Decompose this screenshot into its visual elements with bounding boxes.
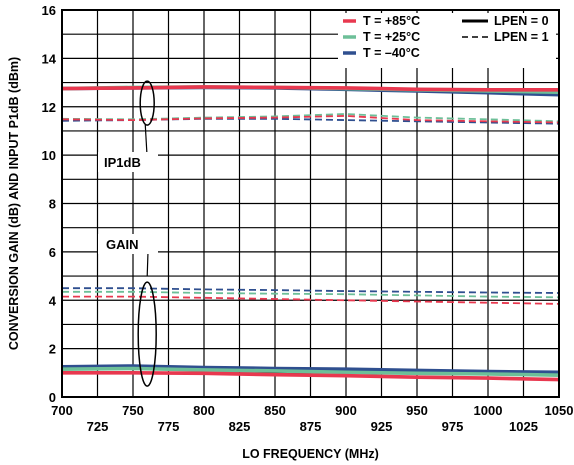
gain-ellipse — [137, 281, 157, 387]
x-tick-label: 1050 — [545, 403, 574, 418]
y-tick-label: 4 — [49, 293, 57, 308]
legend: T = +85°C T = +25°C T = –40°C LPEN = 0 LPEN … — [343, 14, 549, 60]
legend-label-temp-1: T = +25°C — [363, 30, 420, 44]
x-tick-label: 950 — [406, 403, 428, 418]
ip1db-label-bg — [98, 152, 158, 172]
x-tick-label: 900 — [335, 403, 357, 418]
y-tick-label: 10 — [42, 148, 56, 163]
x-tick-label: 700 — [51, 403, 73, 418]
series-line-gain-t-85-c-lpen-0 — [62, 370, 560, 382]
gain-label-bg — [98, 234, 158, 254]
gain-label: GAIN — [106, 237, 139, 252]
tick-labels: 0 2 4 6 8 10 12 14 16 700 750 800 850 900 950 1000 1050 7… — [42, 3, 574, 434]
x-tick-label: 750 — [122, 403, 144, 418]
x-tick-label: 875 — [300, 419, 322, 434]
x-tick-label: 725 — [87, 419, 109, 434]
series-layer — [61, 85, 560, 382]
legend-label-temp-0: T = +85°C — [363, 14, 420, 28]
x-axis-label: LO FREQUENCY (MHz) — [242, 447, 379, 461]
y-tick-label: 12 — [42, 100, 56, 115]
y-tick-label: 8 — [49, 197, 56, 212]
annotations: IP1dB GAIN — [98, 80, 158, 387]
y-tick-label: 14 — [42, 51, 57, 66]
x-tick-label: 800 — [193, 403, 215, 418]
plot-frame — [61, 9, 560, 398]
series-line-gain-t-25-c-lpen-0 — [61, 366, 560, 377]
gain-leader — [146, 251, 149, 277]
series-line-gain-t-25-c-lpen-1 — [62, 290, 560, 299]
series-line-gain-t-40-c-lpen-0 — [61, 364, 560, 375]
series-line-ip1db-t-85-c-lpen-1 — [61, 115, 560, 124]
x-tick-label: 825 — [229, 419, 251, 434]
series-line-gain-t-85-c-lpen-1 — [62, 295, 560, 305]
ip1db-label: IP1dB — [104, 155, 141, 170]
x-tick-label: 775 — [158, 419, 180, 434]
y-tick-label: 6 — [49, 245, 56, 260]
legend-label-temp-2: T = –40°C — [363, 46, 420, 60]
legend-background — [338, 13, 556, 68]
x-tick-label: 850 — [264, 403, 286, 418]
x-tick-label: 1025 — [509, 419, 538, 434]
x-tick-label: 1000 — [474, 403, 503, 418]
ip1db-leader — [144, 123, 148, 156]
y-tick-label: 2 — [49, 342, 56, 357]
series-line-ip1db-t-85-c-lpen-0 — [61, 85, 559, 92]
legend-label-lpen-0: LPEN = 0 — [494, 14, 549, 28]
x-tick-label: 975 — [442, 419, 464, 434]
ip1db-ellipse — [139, 80, 155, 126]
y-tick-label: 16 — [42, 3, 56, 18]
legend-label-lpen-1: LPEN = 1 — [494, 30, 549, 44]
grid — [62, 10, 559, 397]
y-axis-label: CONVERSION GAIN (dB) AND INPUT P1dB (dBm… — [7, 57, 21, 350]
series-line-gain-t-40-c-lpen-1 — [62, 287, 560, 294]
x-tick-label: 925 — [371, 419, 393, 434]
y-tick-label: 0 — [49, 390, 56, 405]
